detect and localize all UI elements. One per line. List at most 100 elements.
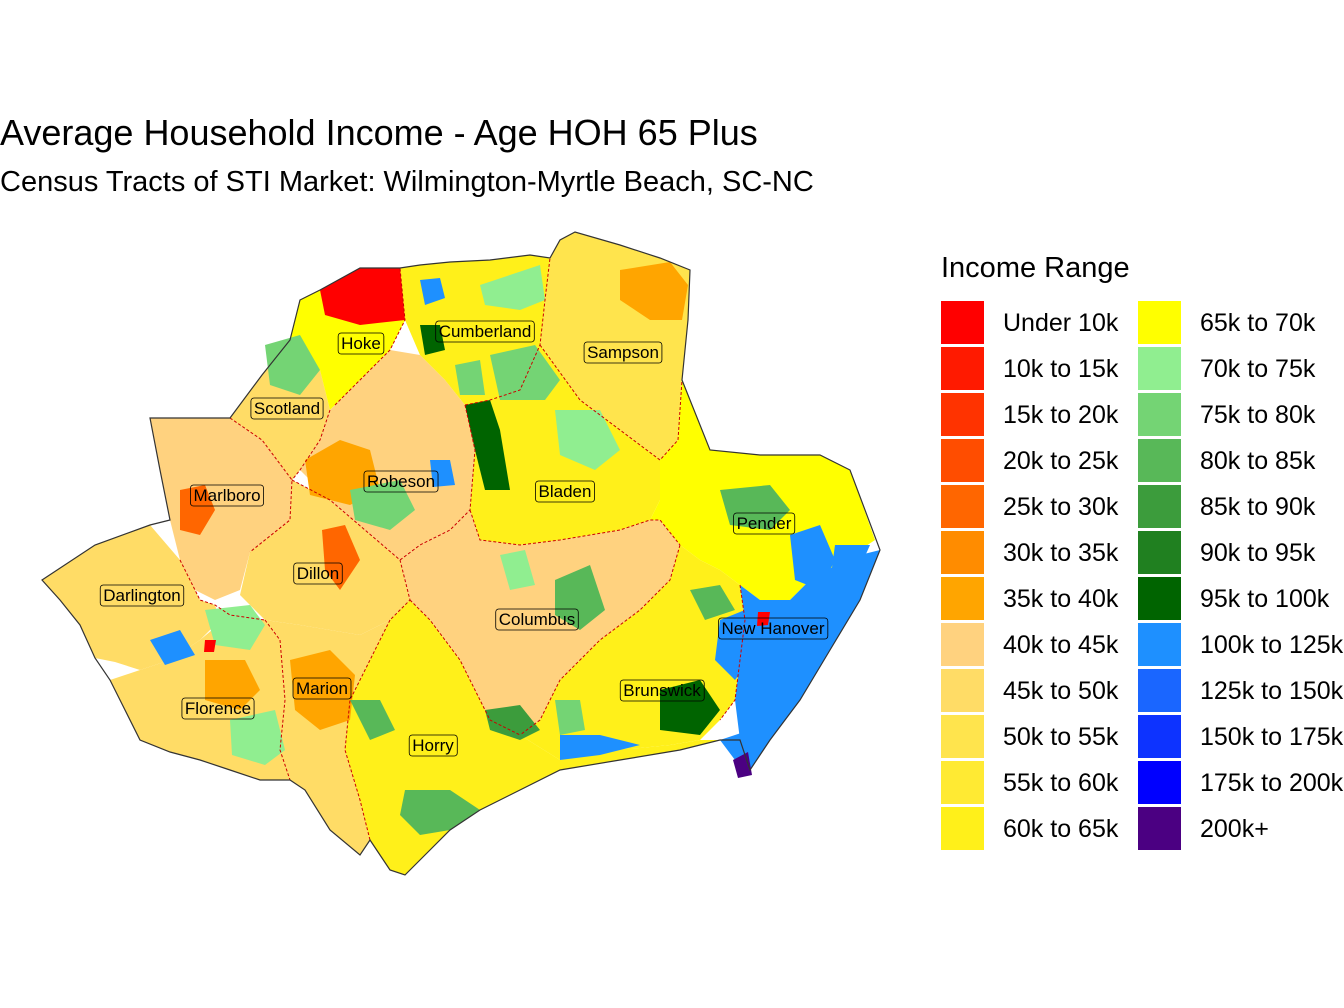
legend-label: 90k to 95k bbox=[1200, 539, 1316, 567]
legend-label: 50k to 55k bbox=[1003, 723, 1119, 751]
county-label-box bbox=[181, 697, 255, 720]
county-label-marion: Marion bbox=[292, 677, 352, 700]
legend-swatch bbox=[941, 669, 984, 712]
legend-label: 75k to 80k bbox=[1200, 401, 1316, 429]
legend-item: 50k to 55k bbox=[941, 715, 1201, 758]
tract-patch bbox=[555, 700, 585, 735]
county-label-florence: Florence bbox=[181, 697, 255, 720]
legend-label: 55k to 60k bbox=[1003, 769, 1119, 797]
county-label-pender: Pender bbox=[733, 512, 796, 535]
legend-item: 60k to 65k bbox=[941, 807, 1201, 850]
legend-item: 80k to 85k bbox=[1138, 439, 1344, 482]
legend-swatch bbox=[941, 715, 984, 758]
tract-patch bbox=[690, 585, 735, 620]
tract-patch bbox=[560, 735, 640, 760]
legend-item: 95k to 100k bbox=[1138, 577, 1344, 620]
county-label-box bbox=[292, 677, 352, 700]
tract-patch bbox=[150, 630, 195, 665]
legend-swatch bbox=[1138, 301, 1181, 344]
county-label-text: Marlboro bbox=[193, 486, 260, 505]
legend-item: 40k to 45k bbox=[941, 623, 1201, 666]
tract-patch bbox=[720, 485, 790, 530]
tract-patch bbox=[205, 605, 265, 650]
county-label-sampson: Sampson bbox=[583, 341, 663, 364]
county-label-hoke: Hoke bbox=[337, 332, 385, 355]
legend-label: 125k to 150k bbox=[1200, 677, 1344, 705]
county-label-text: Horry bbox=[412, 736, 454, 755]
county-label-robeson: Robeson bbox=[363, 470, 439, 493]
tract-patch bbox=[480, 265, 545, 310]
legend-item: 30k to 35k bbox=[941, 531, 1201, 574]
tract-patch bbox=[620, 262, 688, 320]
county-region-robeson bbox=[300, 350, 475, 560]
legend-swatch bbox=[941, 577, 984, 620]
tract-patch bbox=[455, 360, 485, 395]
tract-patch bbox=[485, 705, 540, 740]
county-label-text: Darlington bbox=[103, 586, 181, 605]
legend-label: 80k to 85k bbox=[1200, 447, 1316, 475]
legend-swatch bbox=[941, 439, 984, 482]
tract-patch bbox=[265, 335, 320, 395]
legend-label: 60k to 65k bbox=[1003, 815, 1119, 843]
tract-patches bbox=[150, 262, 870, 835]
county-label-text: Hoke bbox=[341, 334, 381, 353]
legend-item: 75k to 80k bbox=[1138, 393, 1344, 436]
county-label-bladen: Bladen bbox=[535, 480, 595, 503]
legend-swatch bbox=[1138, 807, 1181, 850]
tract-patch bbox=[205, 660, 260, 710]
legend-swatch bbox=[1138, 439, 1181, 482]
legend-item: 90k to 95k bbox=[1138, 531, 1344, 574]
county-label-brunswick: Brunswick bbox=[619, 679, 705, 702]
legend-item: 55k to 60k bbox=[941, 761, 1201, 804]
tract-patch bbox=[555, 410, 620, 470]
county-label-marlboro: Marlboro bbox=[190, 484, 264, 507]
county-label-text: New Hanover bbox=[722, 619, 825, 638]
legend-label: 65k to 70k bbox=[1200, 309, 1316, 337]
legend-label: 70k to 75k bbox=[1200, 355, 1316, 383]
legend-label: 20k to 25k bbox=[1003, 447, 1119, 475]
legend-label: 45k to 50k bbox=[1003, 677, 1119, 705]
legend-item: 200k+ bbox=[1138, 807, 1344, 850]
legend-swatch bbox=[1138, 669, 1181, 712]
legend-label: 35k to 40k bbox=[1003, 585, 1119, 613]
legend-item: 20k to 25k bbox=[941, 439, 1201, 482]
county-label-box bbox=[733, 512, 796, 535]
legend-item: 35k to 40k bbox=[941, 577, 1201, 620]
legend-label: 200k+ bbox=[1200, 815, 1269, 843]
county-region-columbus bbox=[400, 510, 680, 735]
map-subtitle: Census Tracts of STI Market: Wilmington-… bbox=[0, 166, 814, 198]
tract-patch bbox=[715, 610, 750, 680]
legend-item: 125k to 150k bbox=[1138, 669, 1344, 712]
tract-patch bbox=[400, 790, 480, 835]
legend-swatch bbox=[941, 347, 984, 390]
tract-patch bbox=[757, 612, 770, 626]
legend-label: 15k to 20k bbox=[1003, 401, 1119, 429]
legend-label: 95k to 100k bbox=[1200, 585, 1330, 613]
county-label-dillon: Dillon bbox=[293, 562, 343, 585]
county-label-new-hanover: New Hanover bbox=[718, 617, 829, 640]
county-label-text: Scotland bbox=[254, 399, 320, 418]
county-label-columbus: Columbus bbox=[495, 608, 579, 631]
tract-patch bbox=[490, 345, 560, 400]
county-label-box bbox=[495, 608, 579, 631]
tract-patch bbox=[825, 545, 870, 620]
county-label-text: Dillon bbox=[297, 564, 340, 583]
county-label-box bbox=[337, 332, 385, 355]
legend-item: 65k to 70k bbox=[1138, 301, 1344, 344]
county-region-marlboro bbox=[150, 418, 292, 600]
tract-patch bbox=[465, 400, 510, 490]
legend-label: 25k to 30k bbox=[1003, 493, 1119, 521]
legend-label: 10k to 15k bbox=[1003, 355, 1119, 383]
tract-patch bbox=[320, 268, 405, 325]
market-outline bbox=[41, 231, 881, 876]
county-label-box bbox=[583, 341, 663, 364]
legend-swatch bbox=[941, 485, 984, 528]
legend-label: 175k to 200k bbox=[1200, 769, 1344, 797]
legend-swatch bbox=[941, 301, 984, 344]
choropleth-map: Hoke Cumberland Sampson Scotland Robeson Blad… bbox=[41, 231, 881, 876]
county-label-text: Pender bbox=[737, 514, 792, 533]
map-title: Average Household Income - Age HOH 65 Pl… bbox=[0, 112, 758, 153]
county-label-box bbox=[250, 397, 324, 420]
tract-patch bbox=[500, 550, 535, 590]
legend-swatch bbox=[941, 393, 984, 436]
